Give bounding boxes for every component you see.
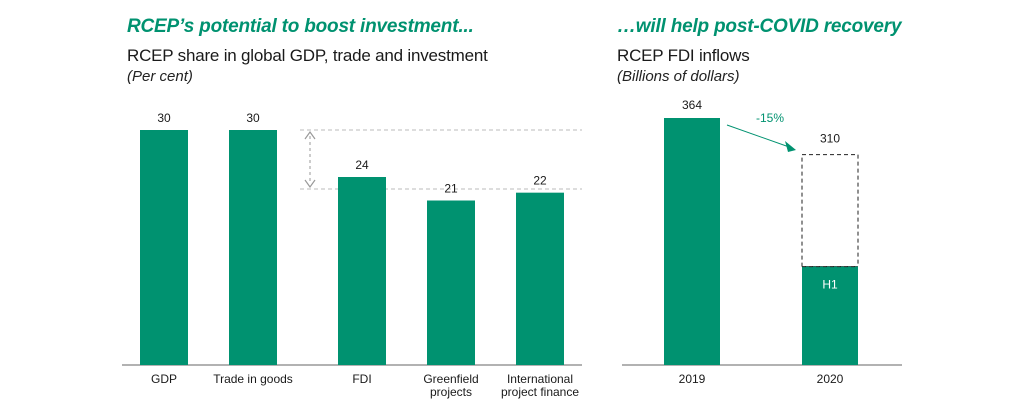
category-label: International bbox=[507, 372, 573, 386]
right-chart-title: RCEP FDI inflows bbox=[617, 46, 750, 65]
gap-arrow-head-down bbox=[304, 179, 316, 189]
bar-2020-full-year-outline bbox=[801, 154, 859, 268]
category-label-2020: 2020 bbox=[817, 372, 844, 386]
data-label: 30 bbox=[246, 111, 260, 125]
data-label: 21 bbox=[444, 182, 458, 196]
left-chart-title: RCEP share in global GDP, trade and inve… bbox=[127, 46, 488, 65]
right-chart-panel: …will help post-COVID recovery RCEP FDI … bbox=[600, 0, 1024, 402]
bar-fdi bbox=[338, 177, 386, 365]
category-label: Trade in goods bbox=[213, 372, 293, 386]
category-label: GDP bbox=[151, 372, 177, 386]
change-label: -15% bbox=[756, 111, 784, 125]
data-label-2019: 364 bbox=[682, 98, 702, 112]
left-chart-units: (Per cent) bbox=[127, 68, 193, 85]
category-label: Greenfield bbox=[423, 372, 478, 386]
change-arrow-head bbox=[785, 141, 796, 152]
gap-arrow-head-up bbox=[304, 130, 316, 140]
h1-label: H1 bbox=[822, 278, 838, 292]
right-chart-units: (Billions of dollars) bbox=[617, 68, 740, 85]
left-chart-panel: RCEP’s potential to boost investment... … bbox=[122, 16, 582, 399]
right-headline: …will help post-COVID recovery bbox=[617, 16, 902, 37]
bar-trade-in-goods bbox=[229, 130, 277, 365]
category-label: project finance bbox=[501, 385, 579, 399]
category-label: projects bbox=[430, 385, 472, 399]
data-label: 30 bbox=[157, 111, 171, 125]
bar-greenfield-projects bbox=[427, 200, 475, 365]
data-label: 24 bbox=[355, 158, 369, 172]
data-label-2020: 310 bbox=[820, 132, 840, 146]
bar-2020-h1 bbox=[802, 266, 858, 365]
category-label: FDI bbox=[352, 372, 371, 386]
change-arrow-line bbox=[726, 124, 793, 149]
bar-gdp bbox=[140, 130, 188, 365]
bar-2019 bbox=[664, 118, 720, 365]
category-label-2019: 2019 bbox=[679, 372, 706, 386]
bar-international-project-finance bbox=[516, 192, 564, 365]
left-headline: RCEP’s potential to boost investment... bbox=[127, 16, 474, 37]
data-label: 22 bbox=[533, 174, 547, 188]
right-bar-chart: 364 H1 310 -15% 2019 2020 bbox=[622, 98, 902, 386]
